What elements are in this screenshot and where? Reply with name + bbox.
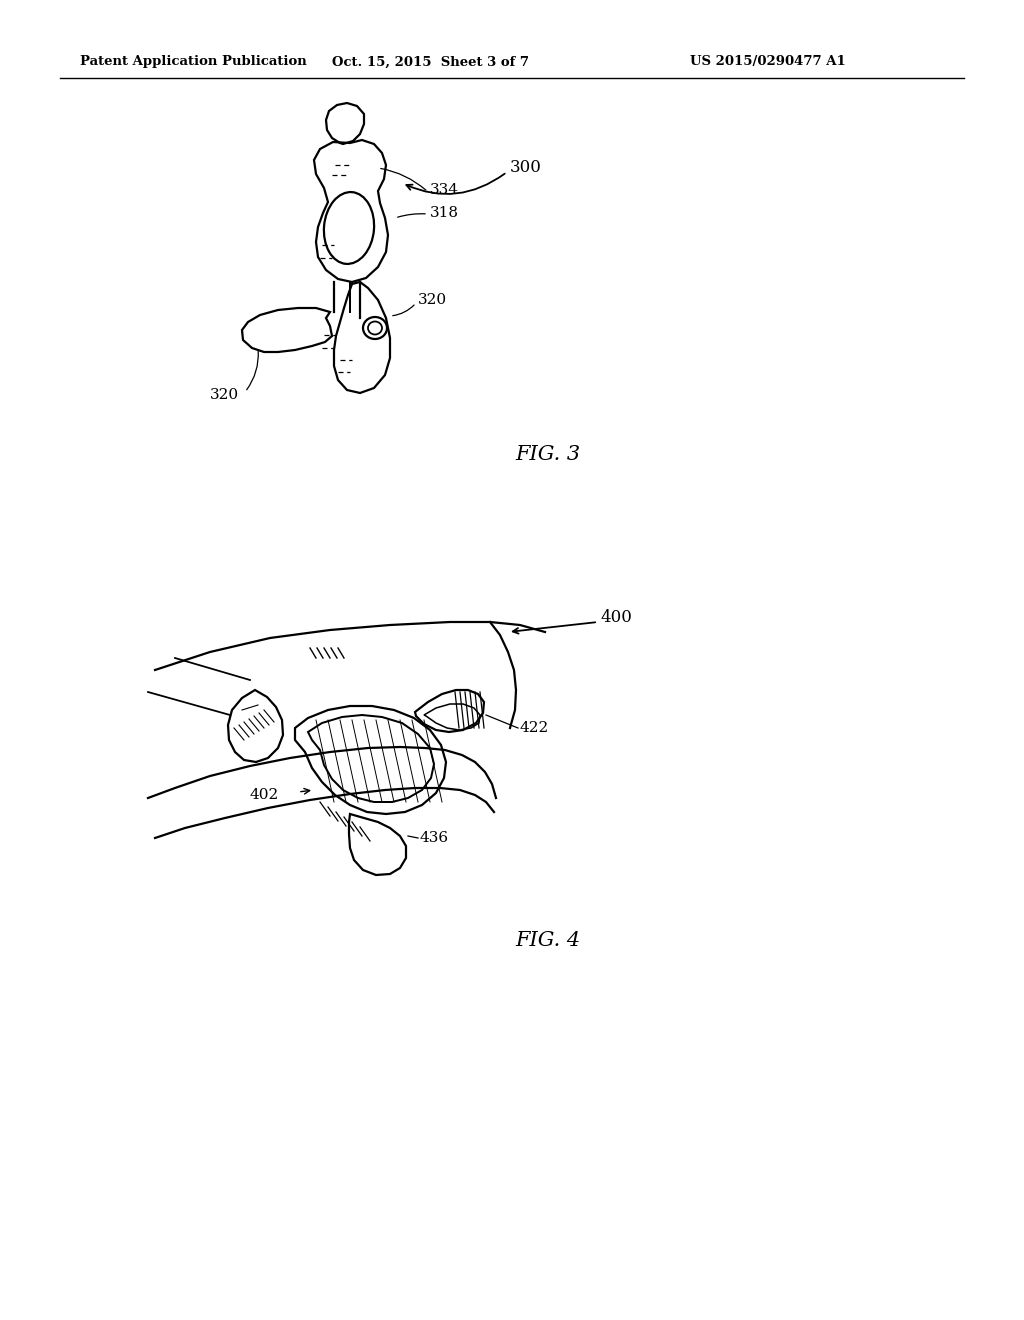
Text: 422: 422 (520, 721, 549, 735)
Text: FIG. 4: FIG. 4 (515, 931, 581, 949)
Text: 400: 400 (600, 610, 632, 627)
Text: FIG. 3: FIG. 3 (515, 446, 581, 465)
Text: 402: 402 (250, 788, 280, 803)
Text: 334: 334 (430, 183, 459, 197)
Text: Patent Application Publication: Patent Application Publication (80, 55, 307, 69)
Text: US 2015/0290477 A1: US 2015/0290477 A1 (690, 55, 846, 69)
Text: 318: 318 (430, 206, 459, 220)
Text: 320: 320 (210, 388, 240, 403)
Text: 300: 300 (510, 160, 542, 177)
Text: Oct. 15, 2015  Sheet 3 of 7: Oct. 15, 2015 Sheet 3 of 7 (332, 55, 528, 69)
Text: 436: 436 (420, 832, 450, 845)
Text: 320: 320 (418, 293, 447, 308)
